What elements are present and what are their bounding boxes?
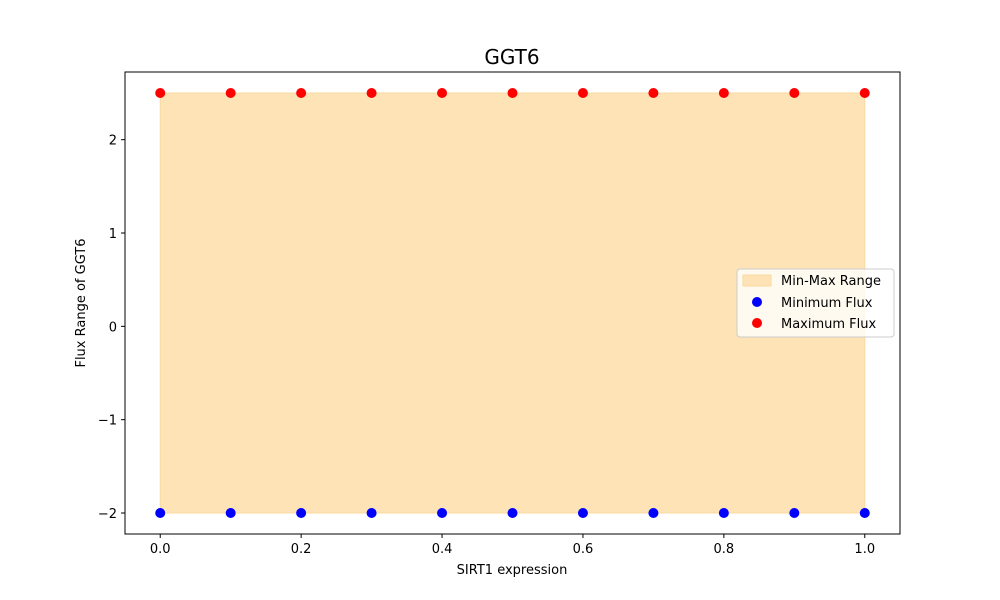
y-tick-label: −2 [98, 507, 117, 522]
x-tick-label: 0.2 [291, 542, 312, 557]
maximum-flux-point [296, 88, 307, 98]
x-axis-label: SIRT1 expression [457, 563, 568, 578]
minimum-flux-point [437, 508, 448, 518]
y-tick-label: 2 [109, 134, 117, 149]
legend-marker-max [752, 318, 762, 328]
maximum-flux-point [789, 88, 800, 98]
legend: Min-Max Range Minimum Flux Maximum Flux [736, 268, 895, 338]
minimum-flux-point [155, 508, 166, 518]
y-axis: −2 −1 0 1 2 [98, 134, 125, 522]
x-tick-label: 0.4 [432, 542, 453, 557]
x-tick-label: 0.8 [714, 542, 735, 557]
maximum-flux-point [577, 88, 588, 98]
legend-label-range: Min-Max Range [781, 274, 881, 289]
plot-area [155, 88, 870, 518]
minimum-flux-point [648, 508, 659, 518]
x-tick-label: 1.0 [854, 542, 875, 557]
axes-frame [124, 71, 901, 535]
x-tick-label: 0.6 [573, 542, 594, 557]
maximum-flux-point [225, 88, 236, 98]
minimum-flux-point [507, 508, 518, 518]
maximum-flux-point [718, 88, 729, 98]
x-tick-label: 0.0 [150, 542, 171, 557]
minimum-flux-point [225, 508, 236, 518]
maximum-flux-point [155, 88, 166, 98]
x-axis: 0.0 0.2 0.4 0.6 0.8 1.0 [150, 534, 875, 557]
maximum-flux-point [859, 88, 870, 98]
minimum-flux-point [577, 508, 588, 518]
legend-label-max: Maximum Flux [781, 317, 877, 332]
minimum-flux-point [789, 508, 800, 518]
legend-marker-min [752, 297, 762, 307]
y-tick-label: 1 [109, 227, 117, 242]
y-axis-label: Flux Range of GGT6 [74, 238, 89, 367]
minimum-flux-point [296, 508, 307, 518]
legend-label-min: Minimum Flux [781, 296, 873, 311]
maximum-flux-point [648, 88, 659, 98]
minimum-flux-point [718, 508, 729, 518]
legend-fill-swatch [742, 274, 772, 287]
y-tick-label: −1 [98, 414, 117, 429]
y-tick-label: 0 [109, 320, 117, 335]
minimum-flux-point [859, 508, 870, 518]
maximum-flux-point [507, 88, 518, 98]
chart-title: GGT6 [484, 45, 539, 69]
maximum-flux-point [437, 88, 448, 98]
maximum-flux-point [366, 88, 377, 98]
legend-box [736, 268, 895, 338]
minimum-flux-point [366, 508, 377, 518]
